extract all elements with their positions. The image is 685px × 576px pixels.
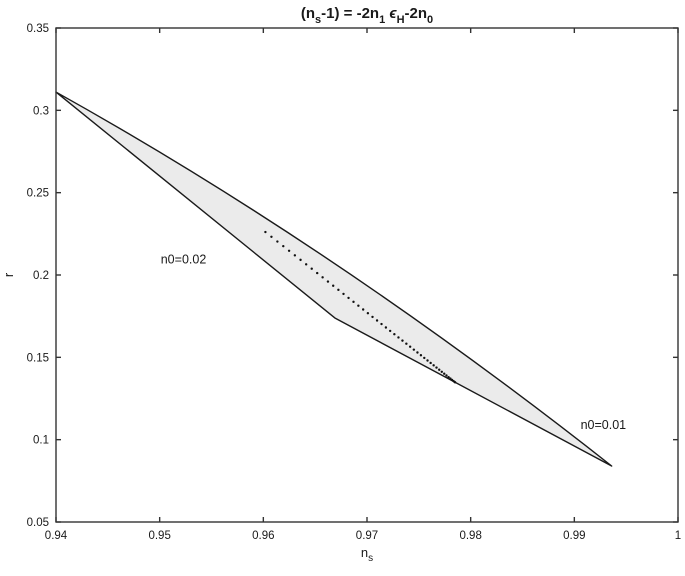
curve-annotation-1: n0=0.01 — [581, 418, 627, 432]
shaded-constraint-region — [55, 91, 613, 467]
y-tick-label: 0.05 — [27, 517, 49, 529]
y-tick-label: 0.2 — [33, 270, 49, 282]
x-tick-label: 0.98 — [459, 530, 481, 542]
x-tick-label: 0.94 — [45, 530, 68, 542]
y-tick-label: 0.15 — [27, 352, 49, 364]
x-tick-label: 0.95 — [148, 530, 170, 542]
x-tick-label: 0.99 — [563, 530, 585, 542]
x-tick-label: 0.97 — [356, 530, 378, 542]
y-axis-label: r — [1, 272, 16, 277]
axis-ticks — [55, 27, 679, 523]
y-tick-label: 0.35 — [27, 23, 49, 35]
y-tick-label: 0.1 — [33, 435, 49, 447]
x-tick-label: 0.96 — [252, 530, 274, 542]
y-tick-label: 0.3 — [33, 105, 49, 117]
chart-title: (ns-1) = -2n1 ϵH-2n0 — [301, 5, 433, 26]
x-tick-label: 1 — [675, 530, 681, 542]
tick-labels: 0.94 0.95 0.96 0.97 0.98 0.99 1 0.05 0.1 0.15 0.2 0… — [27, 23, 682, 542]
dotted-trajectory-series — [264, 230, 457, 384]
x-axis-label: ns — [361, 545, 373, 564]
curve-annotation-0: n0=0.02 — [161, 252, 207, 266]
y-tick-label: 0.25 — [27, 188, 49, 200]
